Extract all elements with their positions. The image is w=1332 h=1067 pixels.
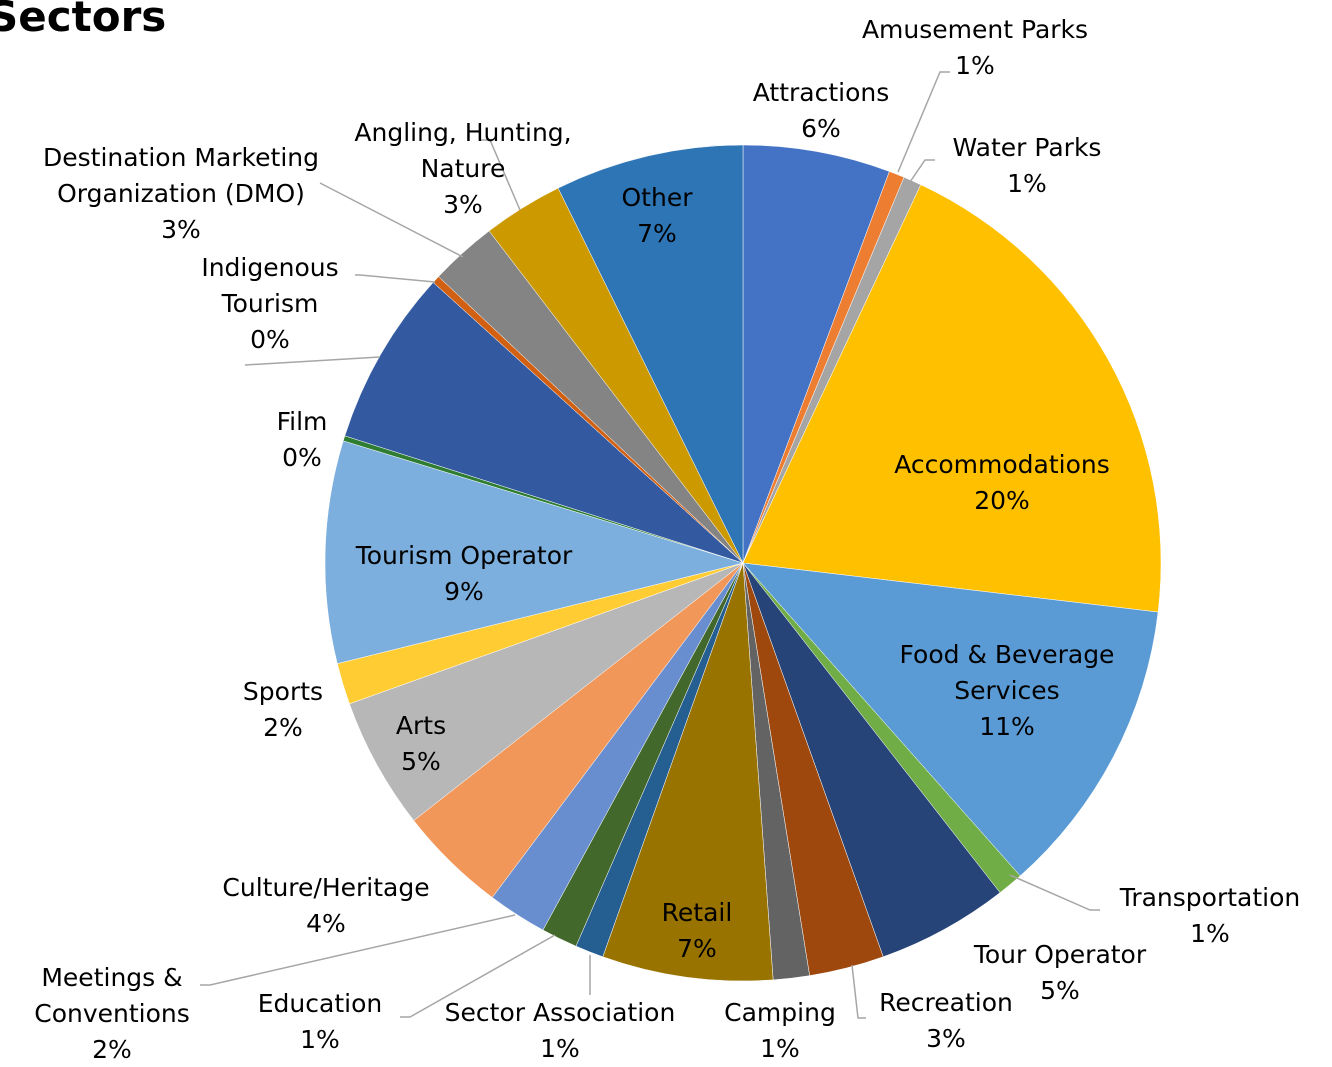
label-value: 7% [637,219,677,248]
label-name: Attractions [752,78,890,107]
leader-line [244,356,381,366]
leader-line [851,964,866,1019]
label-value: 1% [1007,169,1047,198]
label-name: Film [276,407,328,436]
data-label: Transportation 1% [1095,880,1325,952]
label-name: Angling, Hunting, Nature [354,118,572,183]
slices [324,144,1162,982]
leader-line [355,274,436,283]
label-value: 5% [1040,976,1080,1005]
chart-title: Sectors [0,0,167,41]
data-label: Culture/Heritage 4% [196,870,456,942]
label-name: Sports [242,677,324,706]
label-value: 11% [979,712,1035,741]
label-name: Camping [724,998,836,1027]
leader-line [480,139,521,211]
data-label: Recreation 3% [846,985,1046,1057]
label-name: Transportation [1119,883,1301,912]
leader-line [319,182,464,258]
leader-line [897,71,950,173]
label-value: 1% [300,1025,340,1054]
label-value: 9% [444,577,484,606]
pie-slice [324,440,744,664]
data-label: Food & Beverage Services 11% [875,637,1140,745]
data-label: Film 0% [252,404,352,476]
leader-line [1009,874,1100,911]
pie-slice [742,144,890,564]
label-value: 6% [801,114,841,143]
label-name: Water Parks [952,133,1102,162]
data-label: Sports 2% [223,674,343,746]
label-name: Tour Operator [973,940,1147,969]
label-value: 20% [974,486,1030,515]
data-label: Arts 5% [371,708,471,780]
label-value: 1% [760,1034,800,1063]
label-name: Destination Marketing Organization (DMO) [42,143,319,208]
label-value: 0% [250,325,290,354]
label-name: Meetings & Conventions [34,963,190,1028]
label-value: 0% [282,443,322,472]
label-value: 3% [443,190,483,219]
data-label: Angling, Hunting, Nature 3% [333,115,593,223]
pie-slice [557,144,744,564]
label-name: Indigenous Tourism [201,253,339,318]
label-value: 2% [92,1035,132,1064]
label-value: 3% [161,215,201,244]
label-value: 1% [540,1034,580,1063]
leader-line [909,159,935,183]
label-name: Amusement Parks [861,15,1089,44]
pie-slice [742,562,1159,877]
pie-slice [344,282,744,564]
data-label: Education 1% [235,986,405,1058]
data-label: Other 7% [597,180,717,252]
pie-slice [742,184,1162,613]
label-name: Education [257,989,383,1018]
label-value: 5% [401,747,441,776]
label-value: 3% [926,1024,966,1053]
label-value: 4% [306,909,346,938]
label-value: 1% [955,51,995,80]
leader-line [200,914,516,986]
label-name: Recreation [879,988,1013,1017]
data-label: Tourism Operator 9% [314,538,614,610]
label-value: 2% [263,713,303,742]
data-label: Sector Association 1% [415,995,705,1067]
label-value: 1% [1190,919,1230,948]
data-label: Amusement Parks 1% [825,12,1125,84]
data-label: Destination Marketing Organization (DMO)… [19,140,344,248]
leader-lines [200,71,1100,1019]
data-label: Meetings & Conventions 2% [17,960,207,1067]
data-label: Retail 7% [637,895,757,967]
data-label: Water Parks 1% [917,130,1137,202]
leader-line [400,934,556,1018]
label-name: Other [621,183,693,212]
label-name: Sector Association [444,998,676,1027]
label-name: Arts [395,711,447,740]
data-label: Camping 1% [700,995,860,1067]
pie-slice [602,562,774,982]
label-name: Food & Beverage Services [899,640,1115,705]
label-name: Accommodations [894,450,1110,479]
label-name: Retail [661,898,733,927]
data-label: Indigenous Tourism 0% [180,250,360,358]
label-name: Culture/Heritage [222,873,430,902]
label-value: 7% [677,934,717,963]
label-name: Tourism Operator [355,541,573,570]
data-label: Attractions 6% [711,75,931,147]
data-label: Accommodations 20% [852,447,1152,519]
data-label: Tour Operator 5% [945,937,1175,1009]
